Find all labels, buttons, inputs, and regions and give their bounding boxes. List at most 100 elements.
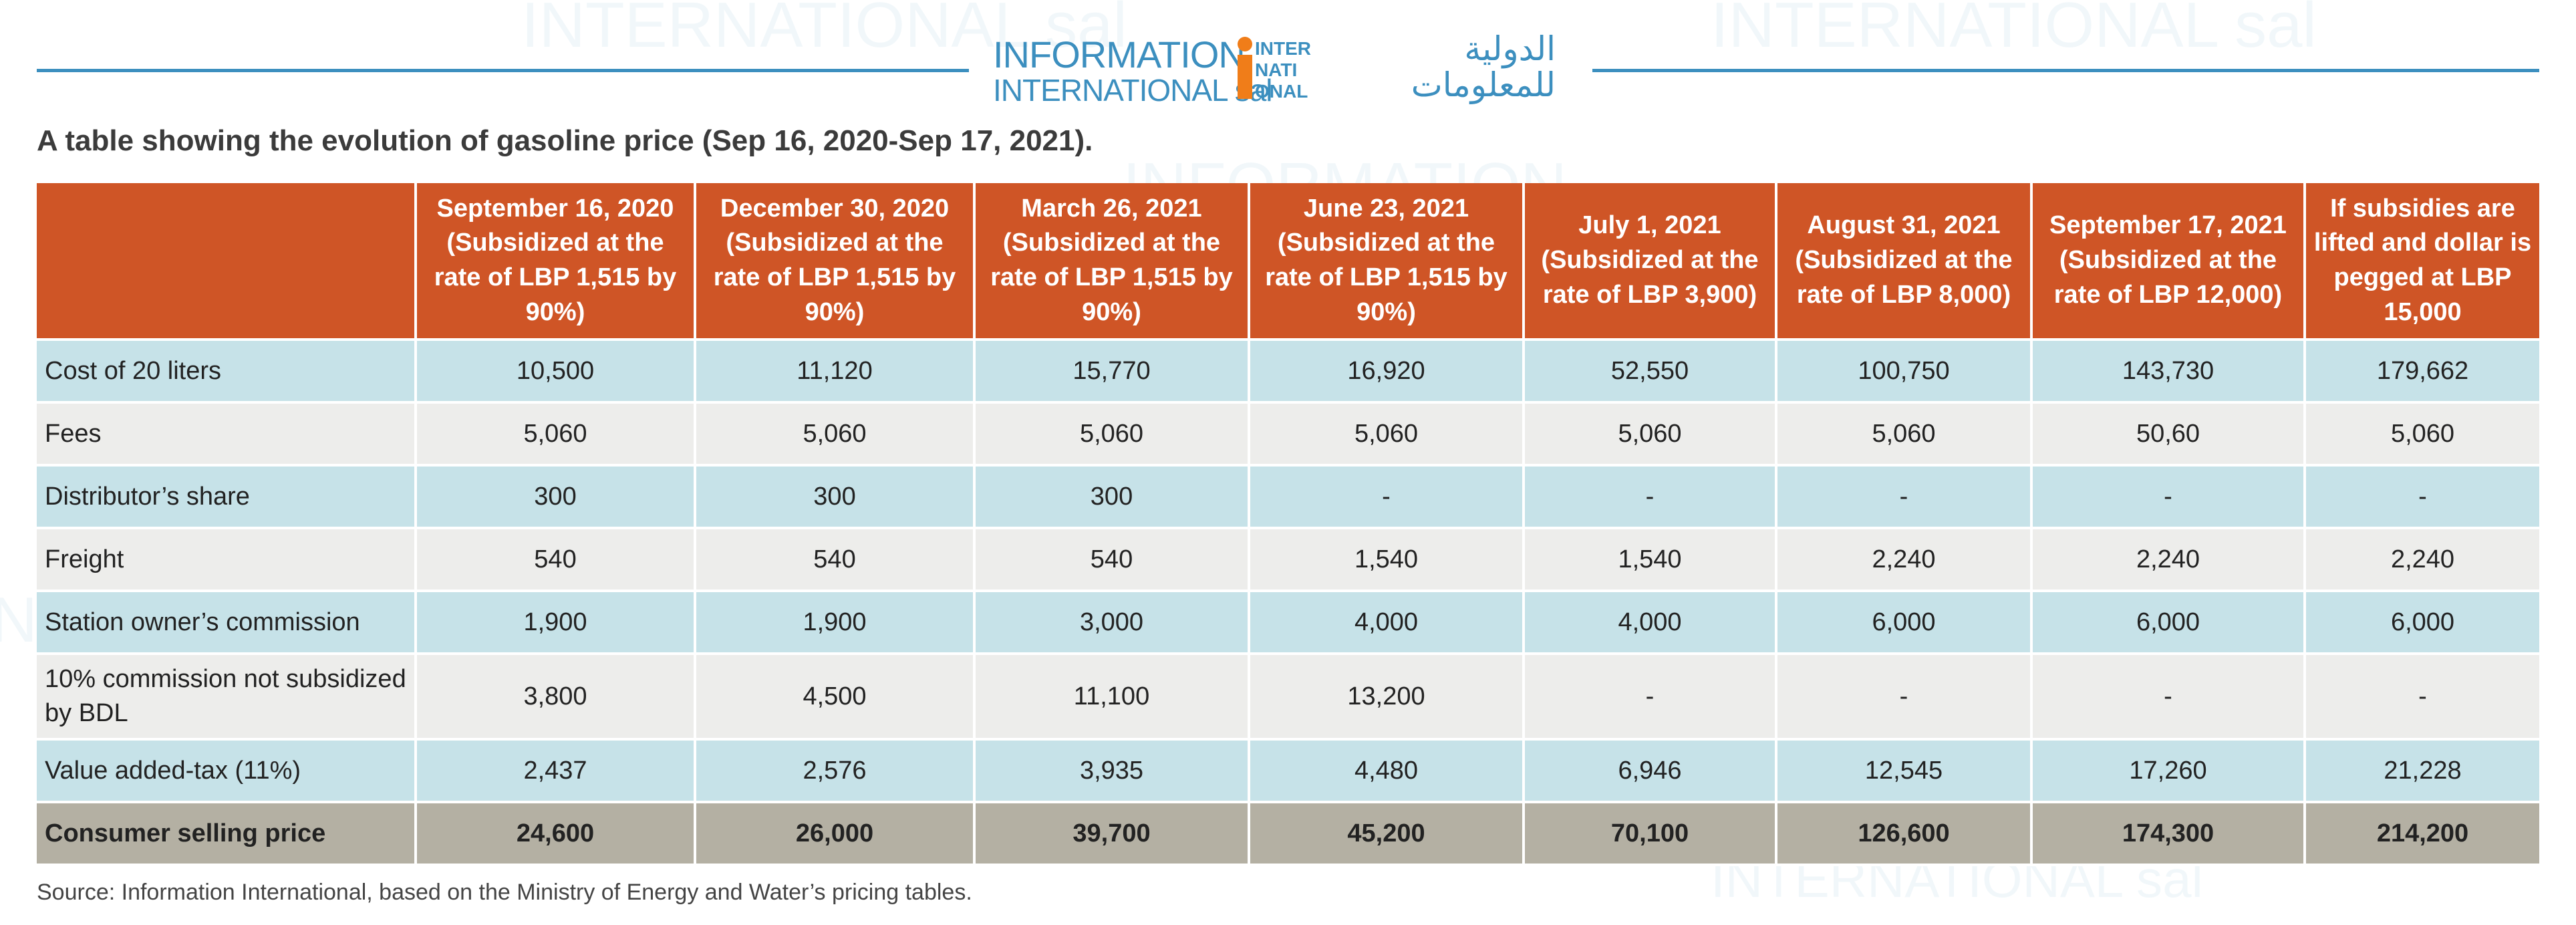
table-cell: 4,500 xyxy=(695,654,976,741)
column-header: March 26, 2021 (Subsidized at the rate o… xyxy=(974,183,1250,341)
column-header: December 30, 2020 (Subsidized at the rat… xyxy=(695,183,976,341)
table-cell: 540 xyxy=(974,528,1250,592)
logo-arabic: الدولية للمعلومات xyxy=(1322,32,1556,106)
column-header: July 1, 2021 (Subsidized at the rate of … xyxy=(1524,183,1777,341)
column-header: September 16, 2020 (Subsidized at the ra… xyxy=(416,183,696,341)
table-cell: 50,60 xyxy=(2031,402,2306,467)
table-cell: 10,500 xyxy=(416,340,696,404)
table-cell: 2,240 xyxy=(2031,528,2306,592)
table-cell: 26,000 xyxy=(695,802,976,866)
table-cell: - xyxy=(2305,654,2539,741)
column-header: June 23, 2021 (Subsidized at the rate of… xyxy=(1249,183,1525,341)
table-cell: 52,550 xyxy=(1524,340,1777,404)
watermark: INTERNATIONAL sal xyxy=(1711,0,2317,57)
table-cell: 16,920 xyxy=(1249,340,1525,404)
logo-arabic-line2: للمعلومات xyxy=(1411,65,1556,104)
table-cell: 11,120 xyxy=(695,340,976,404)
table-cell: 4,000 xyxy=(1524,591,1777,655)
row-label: 10% commission not subsidized by BDL xyxy=(37,654,417,741)
table-cell: 174,300 xyxy=(2031,802,2306,866)
table-row-total: Consumer selling price 24,600 26,000 39,… xyxy=(37,802,2539,866)
row-label: Fees xyxy=(37,402,417,467)
table-cell: 126,600 xyxy=(1776,802,2033,866)
logo-mark-line2: NATI xyxy=(1255,59,1297,80)
table-row: Value added-tax (11%) 2,437 2,576 3,935 … xyxy=(37,739,2539,803)
gasoline-price-table: September 16, 2020 (Subsidized at the ra… xyxy=(37,183,2539,866)
table-header-row: September 16, 2020 (Subsidized at the ra… xyxy=(37,183,2539,341)
row-label: Cost of 20 liters xyxy=(37,340,417,404)
table-cell: 540 xyxy=(416,528,696,592)
column-header: If subsidies are lifted and dollar is pe… xyxy=(2305,183,2539,341)
column-header-empty xyxy=(37,183,417,341)
table-cell: 540 xyxy=(695,528,976,592)
table-cell: - xyxy=(1776,465,2033,529)
header-rule-right xyxy=(1592,69,2539,72)
table-cell: - xyxy=(1249,465,1525,529)
table-cell: 2,240 xyxy=(2305,528,2539,592)
table-cell: 70,100 xyxy=(1524,802,1777,866)
table-cell: 5,060 xyxy=(1249,402,1525,467)
column-header: September 17, 2021 (Subsidized at the ra… xyxy=(2031,183,2306,341)
table-cell: 4,480 xyxy=(1249,739,1525,803)
brand-logo: INFORMATION INTERNATIONAL sal INTER NATI… xyxy=(988,32,1576,106)
logo-mark-line1: INTER xyxy=(1255,38,1311,59)
table-cell: - xyxy=(1524,465,1777,529)
table-cell: 2,576 xyxy=(695,739,976,803)
table-cell: - xyxy=(2031,654,2306,741)
table-row: Station owner’s commission 1,900 1,900 3… xyxy=(37,591,2539,655)
table-cell: - xyxy=(1524,654,1777,741)
table-cell: 6,000 xyxy=(1776,591,2033,655)
table-cell: 45,200 xyxy=(1249,802,1525,866)
table-cell: 5,060 xyxy=(974,402,1250,467)
logo-english: INFORMATION INTERNATIONAL sal xyxy=(993,33,1273,108)
table-cell: - xyxy=(1776,654,2033,741)
table-cell: 179,662 xyxy=(2305,340,2539,404)
logo-english-line2: INTERNATIONAL sal xyxy=(993,73,1273,108)
table-cell: 3,800 xyxy=(416,654,696,741)
table-cell: 300 xyxy=(695,465,976,529)
table-cell: 2,240 xyxy=(1776,528,2033,592)
watermark-logo-text: INTERNATIONAL sal xyxy=(1711,0,2317,61)
table-cell: 21,228 xyxy=(2305,739,2539,803)
logo-mark-line3: ONAL xyxy=(1255,81,1308,102)
table-cell: 24,600 xyxy=(416,802,696,866)
table-cell: 6,000 xyxy=(2305,591,2539,655)
row-label: Station owner’s commission xyxy=(37,591,417,655)
table-cell: 12,545 xyxy=(1776,739,2033,803)
table-caption: A table showing the evolution of gasolin… xyxy=(37,124,1093,157)
table-cell: 6,946 xyxy=(1524,739,1777,803)
table-row: Distributor’s share 300 300 300 - - - - … xyxy=(37,465,2539,529)
table-row: 10% commission not subsidized by BDL 3,8… xyxy=(37,654,2539,741)
table-cell: 3,000 xyxy=(974,591,1250,655)
table-cell: 1,540 xyxy=(1524,528,1777,592)
table-cell: 5,060 xyxy=(695,402,976,467)
table-cell: - xyxy=(2031,465,2306,529)
table-cell: 300 xyxy=(416,465,696,529)
row-label: Value added-tax (11%) xyxy=(37,739,417,803)
table-cell: 6,000 xyxy=(2031,591,2306,655)
table-cell: 39,700 xyxy=(974,802,1250,866)
table-cell: 11,100 xyxy=(974,654,1250,741)
table-cell: 13,200 xyxy=(1249,654,1525,741)
row-label: Distributor’s share xyxy=(37,465,417,529)
table-row: Fees 5,060 5,060 5,060 5,060 5,060 5,060… xyxy=(37,402,2539,467)
table-cell: 100,750 xyxy=(1776,340,2033,404)
table-cell: 1,900 xyxy=(695,591,976,655)
column-header: August 31, 2021 (Subsidized at the rate … xyxy=(1776,183,2033,341)
table-cell: - xyxy=(2305,465,2539,529)
table-cell: 5,060 xyxy=(1524,402,1777,467)
logo-english-line1: INFORMATION xyxy=(993,33,1246,76)
source-note: Source: Information International, based… xyxy=(37,880,972,905)
table-row: Freight 540 540 540 1,540 1,540 2,240 2,… xyxy=(37,528,2539,592)
table-row: Cost of 20 liters 10,500 11,120 15,770 1… xyxy=(37,340,2539,404)
logo-mark-icon: INTER NATI ONAL xyxy=(1238,37,1311,102)
table-cell: 1,900 xyxy=(416,591,696,655)
table-cell: 4,000 xyxy=(1249,591,1525,655)
table-cell: 2,437 xyxy=(416,739,696,803)
row-label: Freight xyxy=(37,528,417,592)
table-cell: 3,935 xyxy=(974,739,1250,803)
table-cell: 17,260 xyxy=(2031,739,2306,803)
table-cell: 143,730 xyxy=(2031,340,2306,404)
table-cell: 5,060 xyxy=(416,402,696,467)
table-cell: 5,060 xyxy=(2305,402,2539,467)
